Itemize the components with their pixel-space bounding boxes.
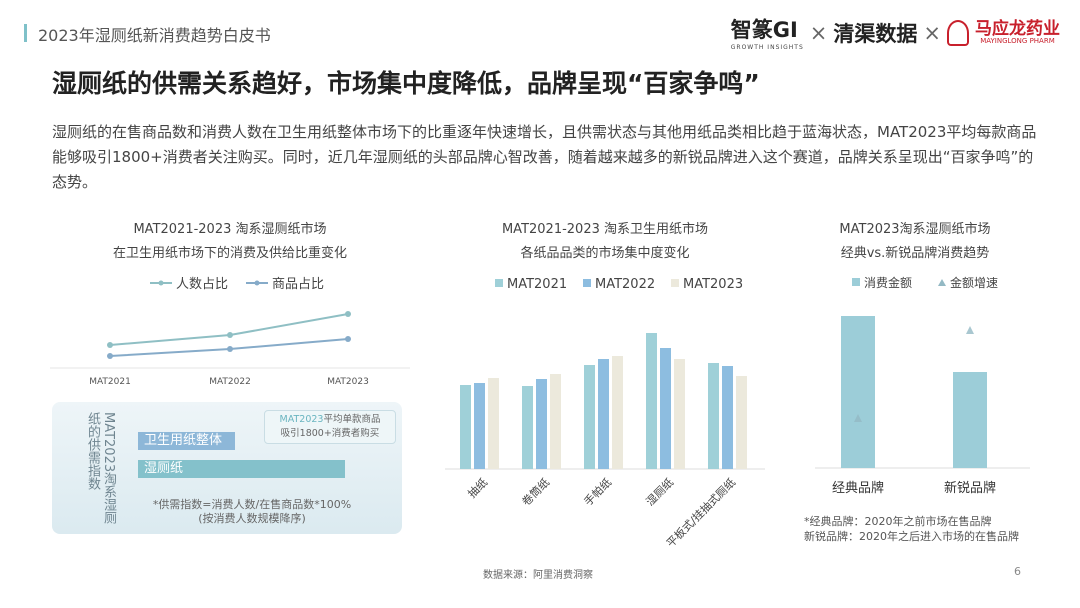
chart2-subtitle: 各纸品品类的市场集中度变化 <box>520 246 690 261</box>
chart3-note-2: 新锐品牌：2020年之后进入市场的在售品牌 <box>804 530 1019 543</box>
legend-marker <box>158 280 164 286</box>
doc-title: 2023年湿厕纸新消费趋势白皮书 <box>38 26 271 45</box>
data-point <box>227 332 233 338</box>
chart3-subtitle: 经典vs.新锐品牌消费趋势 <box>840 246 990 261</box>
chart2-title: MAT2021-2023 淘系卫生用纸市场 <box>501 222 709 237</box>
bar-overall-label: 卫生用纸整体 <box>144 433 223 448</box>
panel-note-1: *供需指数=消费人数/在售商品数*100% <box>152 498 352 511</box>
bar <box>550 374 561 469</box>
chart3-note-1: *经典品牌：2020年之前市场在售品牌 <box>804 515 992 528</box>
zhizhuan-logo-text: 智篆GI <box>730 18 798 42</box>
bar <box>841 316 875 468</box>
growth-marker <box>854 414 862 422</box>
data-point <box>227 346 233 352</box>
callout-bubble: MAT2023平均单款商品吸引1800+消费者购买 <box>264 410 396 444</box>
header-accent-bar <box>24 24 27 42</box>
bar <box>460 385 471 469</box>
legend-label: MAT2021 <box>507 277 567 292</box>
legend-label: 消费金额 <box>864 275 912 290</box>
line-chart: 人数占比 商品占比 MAT2021 MAT2022 MAT2023 <box>50 277 410 387</box>
page-number: 6 <box>1014 565 1021 578</box>
legend-swatch <box>671 279 679 287</box>
chart3-title: MAT2023淘系湿厕纸市场 <box>839 222 991 237</box>
bar <box>612 356 623 469</box>
chart1-title-block: MAT2021-2023 淘系湿厕纸市场 在卫生用纸市场下的消费及供给比重变化 <box>60 218 400 266</box>
x-tick-label: MAT2023 <box>327 377 369 387</box>
chart3-note: *经典品牌：2020年之前市场在售品牌 新锐品牌：2020年之后进入市场的在售品… <box>804 514 1019 544</box>
panel-side-title: MAT2023淘系湿厕纸的供需指数 <box>85 412 116 525</box>
legend-label: 金额增速 <box>950 275 998 290</box>
data-point <box>107 342 113 348</box>
legend-label: MAT2023 <box>683 277 743 292</box>
bar <box>474 383 485 469</box>
legend-swatch <box>495 279 503 287</box>
x-tick-label: 卷筒纸 <box>519 475 552 508</box>
x-tick-label: 抽纸 <box>465 475 490 500</box>
bar <box>736 376 747 469</box>
times-sign: × <box>809 20 828 45</box>
mayinglong-emblem-icon <box>947 19 969 46</box>
supply-demand-panel: MAT2023淘系湿厕纸的供需指数 卫生用纸整体 湿厕纸 MAT2023平均单款… <box>52 402 402 534</box>
bar-wet-label: 湿厕纸 <box>144 461 184 476</box>
x-tick-label: 经典品牌 <box>832 480 884 496</box>
x-tick-label: 湿厕纸 <box>644 476 677 509</box>
legend-label: 商品占比 <box>272 277 324 292</box>
callout-text2: 吸引1800+消费者购买 <box>280 428 380 439</box>
chart1-title: MAT2021-2023 淘系湿厕纸市场 <box>133 222 327 237</box>
bar <box>536 379 547 469</box>
panel-note-2: (按消费人数规模降序) <box>198 512 306 525</box>
mayinglong-logo-text: 马应龙药业 <box>975 18 1060 39</box>
x-tick-label: MAT2021 <box>89 377 131 387</box>
mayinglong-logo-sub: MAYINGLONG PHARM <box>980 36 1055 45</box>
series-line-0 <box>109 313 349 346</box>
zhizhuan-logo-sub: GROWTH INSIGHTS <box>730 44 804 51</box>
x-tick-label: 手帕纸 <box>581 475 614 508</box>
chart3-title-block: MAT2023淘系湿厕纸市场 经典vs.新锐品牌消费趋势 <box>790 218 1040 266</box>
x-tick-label: 新锐品牌 <box>944 480 996 496</box>
bar <box>674 359 685 469</box>
summary-paragraph: 湿厕纸的在售商品数和消费人数在卫生用纸整体市场下的比重逐年快速增长，且供需状态与… <box>52 123 1037 191</box>
partner-logos: 智篆GI GROWTH INSIGHTS × 清渠数据 × 马应龙药业 MAYING… <box>731 14 1060 51</box>
data-point <box>107 353 113 359</box>
bar <box>488 378 499 469</box>
legend-label: 人数占比 <box>176 277 228 292</box>
legend-swatch <box>852 278 860 286</box>
bar <box>722 366 733 469</box>
x-tick-label: MAT2022 <box>209 377 251 387</box>
bar <box>953 372 987 468</box>
chart2-title-block: MAT2021-2023 淘系卫生用纸市场 各纸品品类的市场集中度变化 <box>440 218 770 266</box>
page-title: 湿厕纸的供需关系趋好，市场集中度降低，品牌呈现“百家争鸣” <box>52 69 760 98</box>
legend-triangle-icon <box>938 279 946 286</box>
bar <box>598 359 609 469</box>
data-source: 数据来源：阿里消费洞察 <box>483 570 593 581</box>
times-sign: × <box>923 20 941 45</box>
legend-label: MAT2022 <box>595 277 655 292</box>
mayinglong-logo: 马应龙药业 MAYINGLONG PHARM <box>975 18 1060 45</box>
bar <box>646 333 657 469</box>
panel-note: *供需指数=消费人数/在售商品数*100% (按消费人数规模降序) <box>132 498 372 526</box>
bar <box>708 363 719 469</box>
chart1-subtitle: 在卫生用纸市场下的消费及供给比重变化 <box>112 246 347 261</box>
callout-highlight: MAT2023 <box>279 414 324 425</box>
zhizhuan-logo: 智篆GI GROWTH INSIGHTS <box>731 14 804 51</box>
bar <box>522 386 533 469</box>
bar-wet-toilet-paper: 湿厕纸 <box>138 460 345 478</box>
legend-swatch <box>583 279 591 287</box>
qingqu-logo: 清渠数据 <box>833 21 918 46</box>
data-point <box>345 311 351 317</box>
growth-marker <box>966 326 974 334</box>
bar <box>584 365 595 469</box>
data-point <box>345 336 351 342</box>
bar <box>660 348 671 469</box>
bar-overall: 卫生用纸整体 <box>138 432 235 450</box>
callout-text: 平均单款商品 <box>323 414 381 425</box>
legend-marker <box>254 280 260 286</box>
